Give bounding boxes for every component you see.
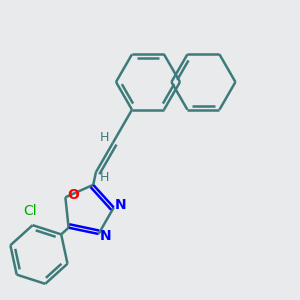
Text: N: N	[100, 229, 111, 243]
Text: N: N	[115, 199, 127, 212]
Text: H: H	[100, 131, 109, 144]
Text: O: O	[68, 188, 79, 202]
Text: Cl: Cl	[23, 205, 37, 218]
Text: H: H	[100, 171, 109, 184]
